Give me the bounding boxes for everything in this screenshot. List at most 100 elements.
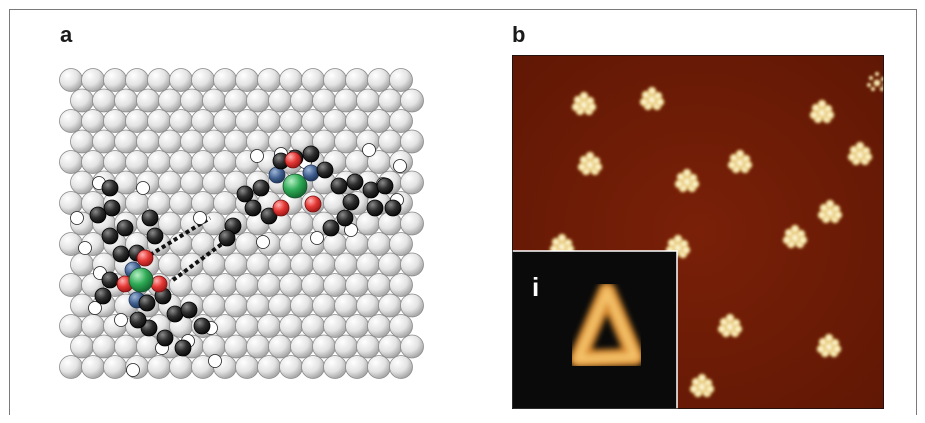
substrate-atom <box>213 191 237 215</box>
carbon-atom <box>166 305 184 323</box>
substrate-atom <box>158 170 182 195</box>
substrate-atom <box>400 211 424 236</box>
carbon-atom <box>362 181 380 199</box>
carbon-atom <box>180 301 198 319</box>
substrate-atom <box>224 88 248 113</box>
carbon-atom <box>244 199 262 217</box>
substrate-atom <box>191 150 215 174</box>
substrate-atom <box>257 109 281 133</box>
substrate-atom <box>235 314 259 338</box>
substrate-atom <box>356 334 380 359</box>
stm-cluster <box>688 372 716 399</box>
substrate-atom <box>191 232 215 256</box>
substrate-atom <box>389 314 413 338</box>
carbon-atom <box>316 161 334 179</box>
substrate-atom <box>92 129 116 154</box>
substrate-atom <box>169 273 193 297</box>
carbon-atom <box>260 207 278 225</box>
substrate-atom <box>290 334 314 359</box>
carbon-atom <box>129 311 147 329</box>
oxygen-atom <box>150 275 168 293</box>
substrate-atom <box>125 150 149 174</box>
stm-cluster <box>726 148 754 175</box>
substrate-atom <box>70 252 94 277</box>
substrate-atom <box>235 68 259 92</box>
substrate-atom <box>279 109 303 133</box>
substrate-atom <box>356 252 380 277</box>
hydrogen-atom <box>310 231 324 245</box>
carbon-atom <box>218 229 236 247</box>
substrate-atom <box>367 314 391 338</box>
substrate-atom <box>400 170 424 195</box>
substrate-atom <box>169 191 193 215</box>
figure-frame-top <box>9 9 917 10</box>
substrate-atom <box>191 68 215 92</box>
stm-cluster <box>816 198 844 225</box>
substrate-atom <box>59 109 83 133</box>
substrate-atom <box>400 252 424 277</box>
substrate-atom <box>191 109 215 133</box>
substrate-atom <box>136 129 160 154</box>
substrate-atom <box>180 170 204 195</box>
substrate-atom <box>81 150 105 174</box>
substrate-atom <box>169 355 193 379</box>
substrate-atom <box>268 252 292 277</box>
substrate-atoms <box>59 68 424 379</box>
substrate-atom <box>257 273 281 297</box>
inset-label: i <box>532 272 540 302</box>
stm-cluster <box>673 167 701 194</box>
substrate-atom <box>59 68 83 92</box>
substrate-atom <box>202 88 226 113</box>
stm-cluster <box>866 71 884 92</box>
substrate-atom <box>213 150 237 174</box>
metal-atom <box>128 267 154 293</box>
carbon-atom <box>174 339 192 357</box>
substrate-atom <box>290 293 314 318</box>
substrate-atom <box>367 355 391 379</box>
substrate-atom <box>125 68 149 92</box>
substrate-atom <box>180 129 204 154</box>
substrate-atom <box>202 170 226 195</box>
carbon-atom <box>103 199 121 217</box>
substrate-atom <box>246 293 270 318</box>
carbon-atom <box>302 145 320 163</box>
substrate-atom <box>378 129 402 154</box>
substrate-atom <box>180 88 204 113</box>
substrate-atom <box>59 150 83 174</box>
oxygen-atom <box>272 199 290 217</box>
substrate-atom <box>323 232 347 256</box>
substrate-atom <box>147 355 171 379</box>
substrate-atom <box>59 191 83 215</box>
carbon-atom <box>112 245 130 263</box>
substrate-atom <box>213 273 237 297</box>
carbon-atom <box>330 177 348 195</box>
substrate-atom <box>224 293 248 318</box>
substrate-atom <box>334 129 358 154</box>
carbon-atom <box>236 185 254 203</box>
substrate-atom <box>345 109 369 133</box>
dashed-bond <box>171 236 232 282</box>
stm-inset <box>512 250 678 409</box>
carbon-atom <box>156 329 174 347</box>
substrate-atom <box>213 109 237 133</box>
substrate-atom <box>235 355 259 379</box>
substrate-atom <box>169 109 193 133</box>
substrate-atom <box>224 129 248 154</box>
substrate-atom <box>290 252 314 277</box>
panel-a-label: a <box>60 22 73 47</box>
substrate-atom <box>103 150 127 174</box>
substrate-atom <box>334 252 358 277</box>
substrate-atom <box>323 109 347 133</box>
substrate-atom <box>92 88 116 113</box>
hydrogen-atom <box>250 149 264 163</box>
substrate-atom <box>81 355 105 379</box>
hydrogen-atom <box>78 241 92 255</box>
substrate-atom <box>301 68 325 92</box>
hydrogen-atom <box>136 181 150 195</box>
substrate-atom <box>389 109 413 133</box>
stm-image <box>512 55 884 409</box>
carbon-atom <box>101 227 119 245</box>
substrate-atom <box>125 109 149 133</box>
substrate-atom <box>257 68 281 92</box>
substrate-atom <box>147 109 171 133</box>
